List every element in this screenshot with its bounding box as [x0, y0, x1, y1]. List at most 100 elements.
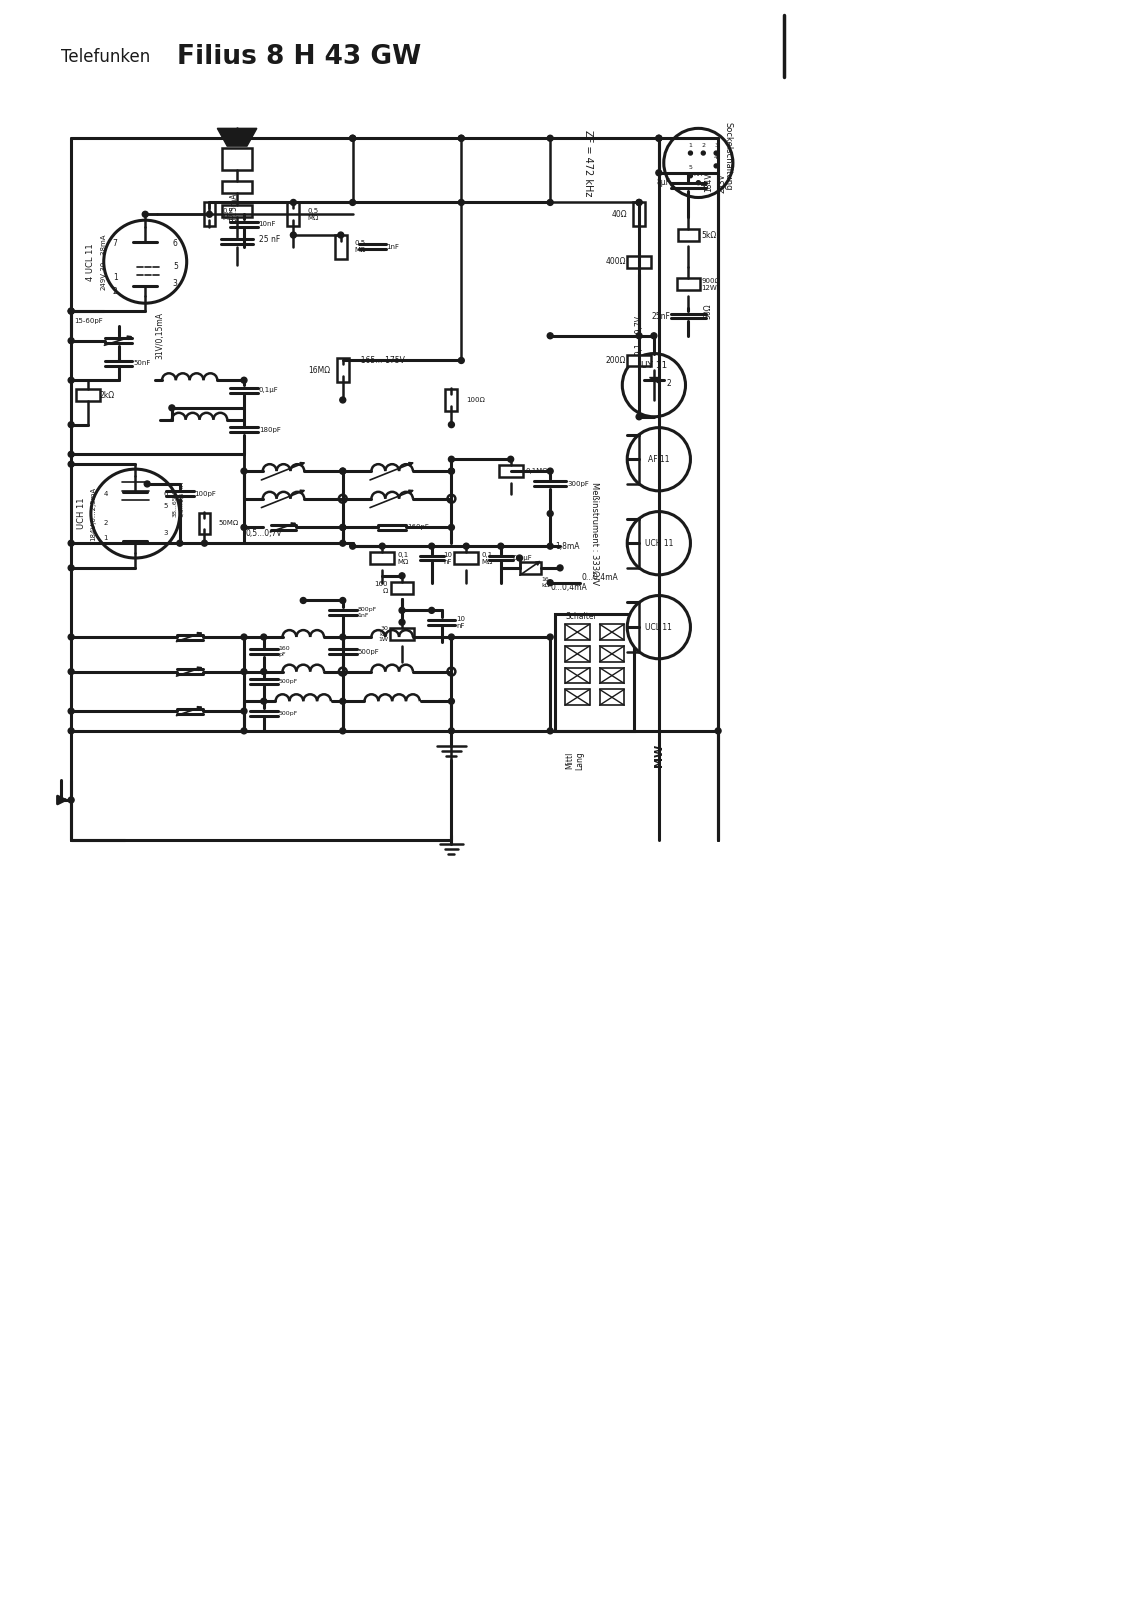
- Circle shape: [201, 540, 207, 546]
- Circle shape: [547, 333, 553, 339]
- Circle shape: [636, 200, 642, 205]
- Bar: [223, 149, 252, 170]
- Text: 2: 2: [113, 287, 118, 296]
- Text: 200Ω: 200Ω: [606, 355, 627, 365]
- Bar: [599, 668, 624, 684]
- Text: 500pF: 500pF: [278, 679, 297, 684]
- Text: Lang: Lang: [575, 751, 584, 770]
- Bar: [566, 668, 589, 684]
- Circle shape: [339, 467, 346, 474]
- Circle shape: [379, 543, 386, 549]
- Bar: [499, 466, 523, 477]
- Text: 0,5...0,7V: 0,5...0,7V: [245, 528, 282, 538]
- Circle shape: [508, 456, 513, 463]
- Text: AF 11: AF 11: [648, 455, 670, 464]
- Circle shape: [449, 496, 455, 501]
- Circle shape: [449, 467, 455, 474]
- Text: 0,1
MΩ: 0,1 MΩ: [397, 551, 408, 565]
- Circle shape: [339, 496, 346, 501]
- Circle shape: [234, 134, 240, 141]
- Text: Sockelschaltung: Sockelschaltung: [724, 122, 733, 191]
- Circle shape: [339, 467, 346, 474]
- Circle shape: [145, 480, 150, 487]
- Circle shape: [68, 461, 75, 467]
- Text: 249V,30...38mA: 249V,30...38mA: [101, 234, 106, 290]
- Circle shape: [429, 607, 434, 613]
- Circle shape: [449, 525, 455, 530]
- Text: 4: 4: [714, 155, 718, 160]
- Circle shape: [339, 540, 346, 546]
- Circle shape: [339, 698, 346, 704]
- Circle shape: [68, 540, 75, 546]
- Text: 0,1μF: 0,1μF: [259, 387, 278, 394]
- Text: -165...-175V: -165...-175V: [359, 355, 406, 365]
- Circle shape: [339, 525, 346, 530]
- Text: 3...5mA: 3...5mA: [230, 192, 239, 223]
- Text: Filius 8 H 43 GW: Filius 8 H 43 GW: [176, 45, 421, 70]
- Text: 1,8mA: 1,8mA: [555, 541, 579, 551]
- Bar: [566, 645, 589, 661]
- Text: 31V/0,15mA: 31V/0,15mA: [156, 312, 164, 359]
- Text: 16MΩ: 16MΩ: [308, 367, 330, 375]
- Bar: [455, 552, 478, 564]
- Bar: [599, 645, 624, 661]
- Circle shape: [498, 543, 503, 549]
- Circle shape: [241, 708, 247, 714]
- Circle shape: [628, 427, 690, 492]
- Text: 400Ω: 400Ω: [606, 258, 627, 266]
- Bar: [371, 552, 394, 564]
- Text: HH: HH: [693, 173, 703, 178]
- Circle shape: [349, 134, 355, 141]
- Text: 0,5
MΩ: 0,5 MΩ: [308, 208, 319, 221]
- Text: 25 nF: 25 nF: [259, 235, 280, 245]
- Circle shape: [90, 469, 180, 559]
- Text: 100pF: 100pF: [195, 492, 216, 496]
- Circle shape: [664, 128, 733, 197]
- Text: 2: 2: [701, 142, 706, 147]
- Text: 50Ω: 50Ω: [703, 303, 713, 319]
- Circle shape: [449, 698, 455, 704]
- Bar: [628, 256, 651, 267]
- Circle shape: [68, 669, 75, 674]
- Circle shape: [301, 597, 307, 604]
- Circle shape: [547, 634, 553, 640]
- Bar: [76, 389, 100, 400]
- Polygon shape: [649, 378, 659, 383]
- Circle shape: [429, 543, 434, 549]
- Circle shape: [339, 669, 346, 674]
- Text: 900Ω
12W: 900Ω 12W: [701, 279, 720, 291]
- Text: 184V: 184V: [703, 173, 713, 192]
- Circle shape: [339, 668, 347, 676]
- Text: 180pF: 180pF: [259, 426, 280, 432]
- Text: 253V: 253V: [717, 173, 726, 192]
- Bar: [335, 235, 347, 259]
- Circle shape: [636, 413, 642, 419]
- Text: 10
nF: 10 nF: [456, 616, 465, 629]
- Text: 1: 1: [103, 535, 107, 541]
- Circle shape: [68, 307, 75, 314]
- Bar: [633, 202, 645, 226]
- Circle shape: [547, 467, 553, 474]
- Circle shape: [651, 333, 657, 339]
- Circle shape: [628, 596, 690, 658]
- Text: 50nF: 50nF: [133, 360, 150, 367]
- Text: 3: 3: [173, 279, 178, 288]
- Text: 3: 3: [163, 530, 167, 536]
- Text: 0,1μF: 0,1μF: [512, 556, 533, 560]
- Circle shape: [241, 378, 247, 383]
- Bar: [628, 354, 651, 367]
- Circle shape: [339, 397, 346, 403]
- Circle shape: [68, 338, 75, 344]
- Text: 500pF: 500pF: [357, 648, 379, 655]
- Text: 0,2
MΩ: 0,2 MΩ: [223, 208, 234, 221]
- Circle shape: [241, 634, 247, 640]
- Text: 3: 3: [714, 142, 718, 147]
- Circle shape: [697, 181, 700, 184]
- Text: 800pF
1nF: 800pF 1nF: [357, 607, 377, 618]
- Circle shape: [241, 525, 247, 530]
- Circle shape: [449, 456, 455, 463]
- Circle shape: [517, 556, 523, 560]
- Text: 1: 1: [689, 142, 692, 147]
- Circle shape: [68, 378, 75, 383]
- Text: 10nF: 10nF: [258, 221, 275, 227]
